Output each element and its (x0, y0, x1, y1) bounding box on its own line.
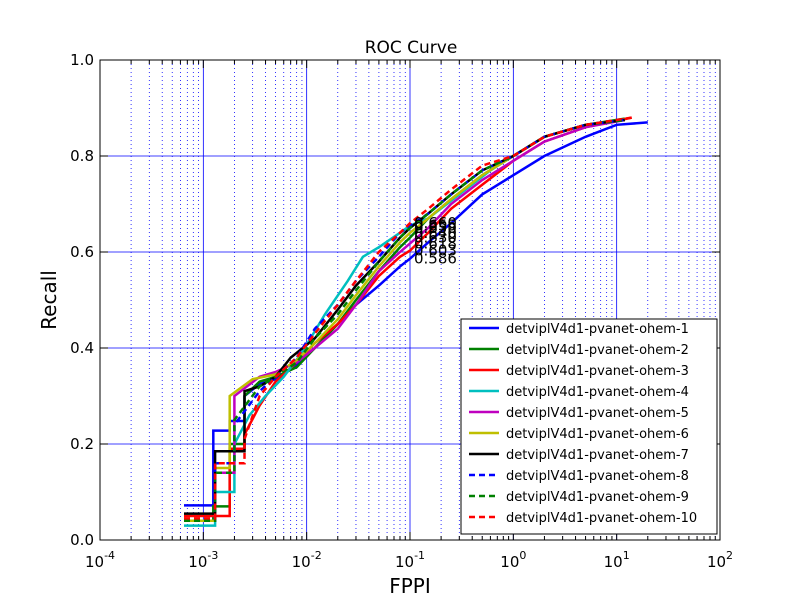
legend-label: detviplV4d1-pvanet-ohem-10 (506, 511, 697, 526)
value-annotation: 0.630 (414, 229, 457, 247)
series-line-10 (184, 116, 632, 520)
x-tick-label: 100 (500, 549, 526, 571)
legend-label: detviplV4d1-pvanet-ohem-2 (506, 343, 689, 358)
y-tick-labels: 0.0 0.2 0.4 0.6 0.8 1.0 (70, 51, 94, 549)
legend-box (460, 318, 718, 535)
series-line-7 (184, 118, 625, 515)
value-annotation: 0.660 (414, 214, 457, 232)
y-tick-label: 1.0 (70, 51, 94, 69)
x-tick-label: 10-1 (395, 549, 425, 571)
x-tick-label: 10-3 (188, 549, 218, 571)
x-axis-label: FPPI (389, 574, 431, 598)
x-tick-labels: 10-4 10-3 10-2 10-1 100 101 102 (85, 549, 733, 571)
y-tick-label: 0.0 (70, 531, 94, 549)
legend-label: detviplV4d1-pvanet-ohem-8 (506, 469, 689, 484)
legend-label: detviplV4d1-pvanet-ohem-9 (506, 490, 689, 505)
legend-label: detviplV4d1-pvanet-ohem-7 (506, 448, 689, 463)
y-tick-label: 0.2 (70, 435, 94, 453)
legend-label: detviplV4d1-pvanet-ohem-6 (506, 427, 689, 442)
y-tick-label: 0.6 (70, 243, 94, 261)
value-annotation: 0.603 (414, 242, 457, 260)
x-tick-label: 102 (707, 549, 733, 571)
ticks-layer (99, 59, 721, 541)
series-line-9 (184, 118, 625, 523)
y-tick-label: 0.4 (70, 339, 94, 357)
legend: detviplV4d1-pvanet-ohem-1 detviplV4d1-pva… (460, 318, 718, 535)
value-annotation: 0.640 (414, 224, 457, 242)
value-annotation: 0.650 (414, 219, 457, 237)
legend-label: detviplV4d1-pvanet-ohem-3 (506, 364, 689, 379)
chart-title: ROC Curve (365, 38, 458, 58)
x-tick-label: 10-4 (85, 549, 115, 571)
legend-label: detviplV4d1-pvanet-ohem-1 (506, 322, 689, 337)
legend-label: detviplV4d1-pvanet-ohem-5 (506, 406, 689, 421)
series-line-6 (184, 118, 625, 523)
x-tick-label: 101 (604, 549, 630, 571)
y-tick-label: 0.8 (70, 147, 94, 165)
x-tick-label: 10-2 (292, 549, 322, 571)
series-layer (184, 116, 648, 527)
value-annotation: 0.586 (414, 250, 457, 268)
y-axis-label: Recall (37, 270, 61, 330)
legend-label: detviplV4d1-pvanet-ohem-4 (506, 385, 689, 400)
value-annotation: 0.655 (414, 217, 457, 235)
value-annotation: 0.618 (414, 234, 457, 252)
